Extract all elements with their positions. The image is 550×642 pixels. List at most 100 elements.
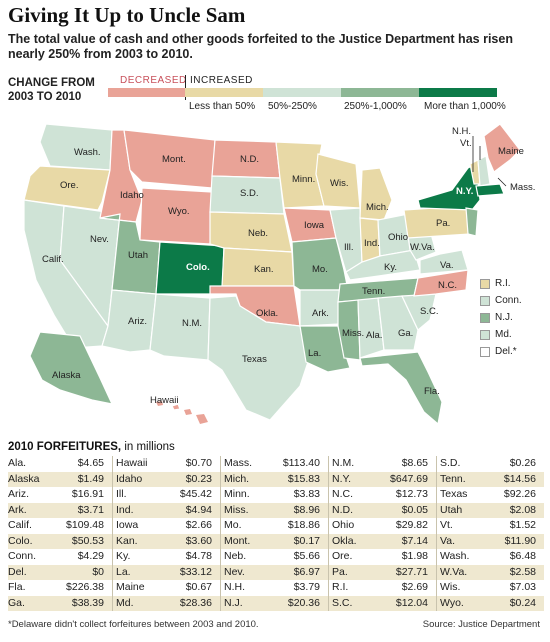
state-name-cell: Ark. xyxy=(8,503,27,516)
forfeiture-value-cell: $4.94 xyxy=(185,503,212,516)
state-name-cell: Calif. xyxy=(8,519,32,531)
forfeiture-value-cell: $1.52 xyxy=(509,519,536,531)
forfeiture-value-cell: $3.79 xyxy=(293,581,320,593)
legend-heading-line-1: CHANGE FROM xyxy=(8,77,95,89)
state-label-fla: Fla. xyxy=(424,386,440,397)
us-map: Wash. Ore. Calif. Nev. Idaho Mont. Wyo. Utah Ari… xyxy=(23,123,535,426)
state-name-cell: N.D. xyxy=(332,503,353,516)
state-name-cell: N.H. xyxy=(224,581,245,593)
state-label-wyo: Wyo. xyxy=(168,206,190,217)
legend-heading-line-2: 2003 TO 2010 xyxy=(8,91,82,103)
state-label-mont: Mont. xyxy=(162,154,186,165)
state-va xyxy=(419,249,469,275)
table-row xyxy=(8,502,544,518)
state-n-h xyxy=(477,155,491,187)
state-name-cell: Idaho xyxy=(116,472,143,485)
forfeiture-value-cell: $11.90 xyxy=(504,534,536,547)
state-label-colo: Colo. xyxy=(186,262,210,273)
legend-decreased-label: DECREASED xyxy=(120,75,187,86)
state-name-cell: N.C. xyxy=(332,488,353,500)
ri-key-label: R.I. xyxy=(495,278,511,289)
state-hawaii-island xyxy=(156,401,163,406)
state-name-cell: Wyo. xyxy=(440,596,464,609)
forfeiture-value-cell: $45.42 xyxy=(179,488,212,500)
forfeiture-value-cell: $7.14 xyxy=(401,534,428,547)
state-name-cell: Kan. xyxy=(116,534,138,547)
state-label-ill: Ill. xyxy=(344,242,354,253)
table-heading-bold: 2010 FORFEITURES, xyxy=(8,441,122,453)
forfeiture-value-cell: $0 xyxy=(92,565,104,578)
state-n-j xyxy=(465,207,479,237)
state-label-mich: Mich. xyxy=(366,202,389,213)
state-label-ga: Ga. xyxy=(398,328,413,339)
state-label-mo: Mo. xyxy=(312,264,328,275)
state-name-cell: Va. xyxy=(440,534,455,547)
state-name-cell: R.I. xyxy=(332,581,349,593)
state-alaska xyxy=(29,331,114,405)
forfeiture-value-cell: $6.97 xyxy=(293,565,320,578)
state-label-s-d: S.D. xyxy=(240,188,258,199)
state-label-ariz: Ariz. xyxy=(128,316,147,327)
forfeiture-value-cell: $0.26 xyxy=(509,457,536,469)
state-label-s-c: S.C. xyxy=(420,306,438,317)
forfeiture-value-cell: $5.66 xyxy=(293,550,320,562)
state-name-cell: N.J. xyxy=(224,596,243,609)
forfeiture-value-cell: $16.91 xyxy=(71,488,104,500)
forfeiture-value-cell: $12.73 xyxy=(395,488,428,500)
state-name-cell: Ariz. xyxy=(8,488,29,500)
state-name-cell: W.Va. xyxy=(440,565,468,578)
forfeiture-value-cell: $4.65 xyxy=(77,457,104,469)
forfeiture-value-cell: $2.69 xyxy=(401,581,428,593)
state-label-pa: Pa. xyxy=(436,218,450,229)
state-name-cell: Ore. xyxy=(332,550,353,562)
forfeiture-value-cell: $27.71 xyxy=(395,565,428,578)
md-key-label: Md. xyxy=(495,329,512,340)
state-label-ky: Ky. xyxy=(384,262,397,273)
state-label-texas: Texas xyxy=(242,354,267,365)
legend-increased-label: INCREASED xyxy=(190,75,253,86)
table-row xyxy=(8,564,544,580)
state-label-calif: Calif. xyxy=(42,254,64,265)
small-state-key-del: Del.* xyxy=(480,346,517,357)
state-label-la: La. xyxy=(308,348,321,359)
state-name-cell: Pa. xyxy=(332,565,348,578)
source-note: Source: Justice Department xyxy=(422,619,540,630)
state-hawaii-island xyxy=(184,409,192,415)
forfeiture-value-cell: $38.39 xyxy=(71,596,104,609)
legend-divider xyxy=(185,75,186,100)
legend-swatch-50-250 xyxy=(263,88,341,97)
subtitle: The total value of cash and other goods … xyxy=(8,32,513,61)
forfeiture-value-cell: $8.65 xyxy=(401,457,428,469)
forfeiture-value-cell: $3.60 xyxy=(185,534,212,547)
state-label-maine: Maine xyxy=(498,146,524,157)
state-name-cell: Mass. xyxy=(224,457,253,469)
state-label-ore: Ore. xyxy=(60,180,78,191)
forfeiture-value-cell: $2.66 xyxy=(185,519,212,531)
state-name-cell: Conn. xyxy=(8,550,37,562)
state-name-cell: Ohio xyxy=(332,519,355,531)
state-label-neb: Neb. xyxy=(248,228,268,239)
forfeiture-value-cell: $18.86 xyxy=(287,519,320,531)
forfeiture-value-cell: $29.82 xyxy=(395,519,428,531)
state-name-cell: Texas xyxy=(440,488,468,500)
state-label-idaho: Idaho xyxy=(120,190,144,201)
forfeiture-value-cell: $15.83 xyxy=(287,472,320,485)
legend-swatch-250-1000 xyxy=(341,88,419,97)
column-separator xyxy=(112,456,113,611)
state-label-mass: Mass. xyxy=(510,182,535,193)
nj-key-label: N.J. xyxy=(495,312,513,323)
state-fla xyxy=(359,351,443,426)
forfeiture-value-cell: $20.36 xyxy=(287,596,320,609)
del-swatch xyxy=(480,346,490,357)
forfeiture-value-cell: $3.71 xyxy=(77,503,104,516)
forfeiture-value-cell: $4.78 xyxy=(185,550,212,562)
state-name-cell: Mont. xyxy=(224,534,251,547)
table-row xyxy=(8,471,544,487)
column-separator xyxy=(436,456,437,611)
forfeiture-value-cell: $8.96 xyxy=(293,503,320,516)
state-label-ark: Ark. xyxy=(312,308,329,319)
state-label-wis: Wis. xyxy=(330,178,348,189)
table-row xyxy=(8,533,544,549)
state-mich xyxy=(359,167,393,221)
state-label-okla: Okla. xyxy=(256,308,278,319)
